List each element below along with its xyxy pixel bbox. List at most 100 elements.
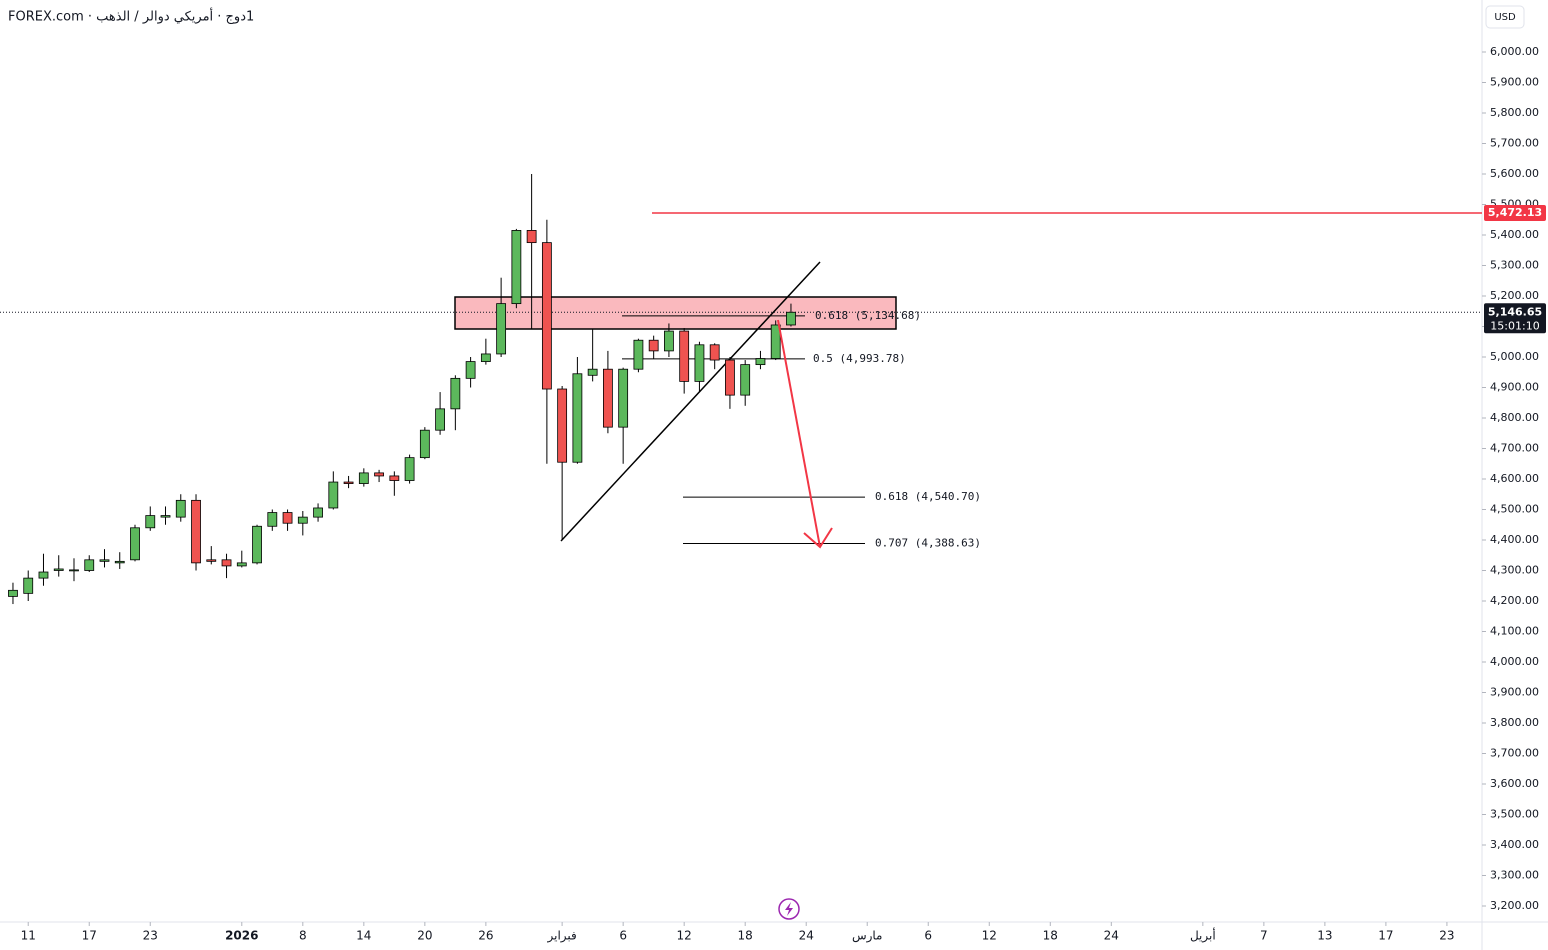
candle-body bbox=[740, 364, 751, 396]
y-tick-label: 4,000.00 bbox=[1490, 655, 1539, 668]
x-tick-label: 23 bbox=[1439, 929, 1454, 943]
candle-body bbox=[84, 559, 95, 571]
candle-body bbox=[694, 344, 705, 382]
y-tick-label: 3,600.00 bbox=[1490, 777, 1539, 790]
candle-body bbox=[770, 324, 781, 359]
y-tick-label: 3,500.00 bbox=[1490, 807, 1539, 820]
candle-body bbox=[328, 481, 339, 509]
candle-body bbox=[480, 353, 491, 362]
y-tick-label: 4,500.00 bbox=[1490, 502, 1539, 515]
y-tick-label: 5,700.00 bbox=[1490, 137, 1539, 150]
arrow-head bbox=[803, 527, 833, 549]
candle-body bbox=[572, 373, 583, 463]
y-tick-label: 5,300.00 bbox=[1490, 258, 1539, 271]
events-icon-bolt bbox=[785, 902, 793, 916]
x-tick-label: 6 bbox=[924, 929, 932, 943]
y-tick-label: 3,800.00 bbox=[1490, 716, 1539, 729]
candle-body bbox=[587, 368, 598, 376]
x-tick-label: مارس bbox=[852, 929, 883, 944]
fib-label: 0.707 (4,388.63) bbox=[875, 536, 981, 549]
candle-body bbox=[496, 303, 507, 355]
candle-body bbox=[603, 368, 613, 428]
candle-body bbox=[679, 330, 690, 382]
x-tick-label: 18 bbox=[1043, 929, 1058, 943]
y-tick-label: 4,200.00 bbox=[1490, 594, 1539, 607]
candle-body bbox=[633, 339, 644, 370]
resistance-zone bbox=[454, 296, 897, 330]
y-tick-label: 5,200.00 bbox=[1490, 289, 1539, 302]
x-tick-label: 7 bbox=[1260, 929, 1268, 943]
candle-body bbox=[114, 560, 125, 564]
y-tick-label: 5,800.00 bbox=[1490, 106, 1539, 119]
y-tick-label: 5,600.00 bbox=[1490, 167, 1539, 180]
y-tick-label: 3,700.00 bbox=[1490, 746, 1539, 759]
candle-body bbox=[465, 361, 476, 379]
y-tick-label: 4,600.00 bbox=[1490, 472, 1539, 485]
candle-body bbox=[664, 330, 674, 352]
price-tag-label: 5,146.65 bbox=[1488, 305, 1542, 318]
y-tick-label: 5,900.00 bbox=[1490, 76, 1539, 89]
x-tick-label: أبريل bbox=[1190, 928, 1216, 944]
y-tick-label: 5,000.00 bbox=[1490, 350, 1539, 363]
candle-body bbox=[450, 377, 461, 410]
candle-body bbox=[374, 472, 384, 477]
y-tick-label: 6,000.00 bbox=[1490, 45, 1539, 58]
fib-label: 0.5 (4,993.78) bbox=[813, 352, 906, 365]
candle-body bbox=[252, 525, 262, 564]
y-tick-label: 3,900.00 bbox=[1490, 685, 1539, 698]
currency-button[interactable] bbox=[1485, 5, 1525, 29]
trend-line bbox=[560, 261, 821, 542]
currency[interactable]: USD bbox=[1494, 12, 1516, 23]
x-tick-label: 13 bbox=[1317, 929, 1332, 943]
candle-body bbox=[267, 512, 278, 527]
x-tick-label: 20 bbox=[417, 929, 432, 943]
fib-label: 0.618 (5,134.68) bbox=[815, 309, 921, 322]
candle-body bbox=[725, 359, 735, 396]
y-tick-label: 4,100.00 bbox=[1490, 624, 1539, 637]
candle-body bbox=[38, 571, 49, 579]
candle-body bbox=[160, 515, 171, 518]
y-tick-label: 4,300.00 bbox=[1490, 563, 1539, 576]
candle-body bbox=[358, 472, 369, 484]
chart-title: FOREX.com · بهذلا / رلاود يكيرمأ · جود1 bbox=[8, 8, 254, 25]
candle-body bbox=[282, 512, 293, 524]
candle-body bbox=[8, 589, 18, 597]
candle-body bbox=[313, 507, 323, 518]
x-tick-label: 26 bbox=[478, 929, 493, 943]
y-tick-label: 4,900.00 bbox=[1490, 380, 1539, 393]
x-tick-label: 24 bbox=[1104, 929, 1119, 943]
y-tick-label: 3,400.00 bbox=[1490, 838, 1539, 851]
price-tag bbox=[1484, 303, 1546, 334]
candle-body bbox=[191, 499, 201, 564]
candle-body bbox=[130, 527, 140, 561]
x-tick-label: 11 bbox=[21, 929, 36, 943]
y-tick-label: 4,700.00 bbox=[1490, 441, 1539, 454]
level-tag bbox=[1484, 204, 1546, 221]
y-tick-label: 5,400.00 bbox=[1490, 228, 1539, 241]
candle-body bbox=[557, 388, 568, 463]
y-tick-label: 4,800.00 bbox=[1490, 411, 1539, 424]
x-tick-label: 24 bbox=[799, 929, 814, 943]
x-tick-label: 2026 bbox=[225, 929, 258, 943]
x-tick-label: 17 bbox=[82, 929, 97, 943]
candle-body bbox=[435, 408, 445, 431]
candle-body bbox=[175, 499, 186, 518]
x-tick-label: 8 bbox=[299, 929, 307, 943]
x-tick-label: 18 bbox=[738, 929, 753, 943]
y-tick-label: 3,200.00 bbox=[1490, 899, 1539, 912]
candle-body bbox=[389, 475, 400, 481]
x-tick-label: 12 bbox=[677, 929, 692, 943]
x-tick-label: 17 bbox=[1378, 929, 1393, 943]
candle-body bbox=[23, 577, 34, 594]
y-tick-label: 4,400.00 bbox=[1490, 533, 1539, 546]
x-tick-label: 12 bbox=[982, 929, 997, 943]
candle-body bbox=[145, 515, 156, 529]
y-tick-label: 3,300.00 bbox=[1490, 868, 1539, 881]
x-tick-label: 6 bbox=[619, 929, 627, 943]
x-tick-label: 14 bbox=[356, 929, 371, 943]
candle-body bbox=[99, 559, 110, 562]
candle-body bbox=[69, 569, 79, 572]
level-tag-label: 5,472.13 bbox=[1488, 206, 1542, 219]
candle-body bbox=[709, 344, 720, 361]
